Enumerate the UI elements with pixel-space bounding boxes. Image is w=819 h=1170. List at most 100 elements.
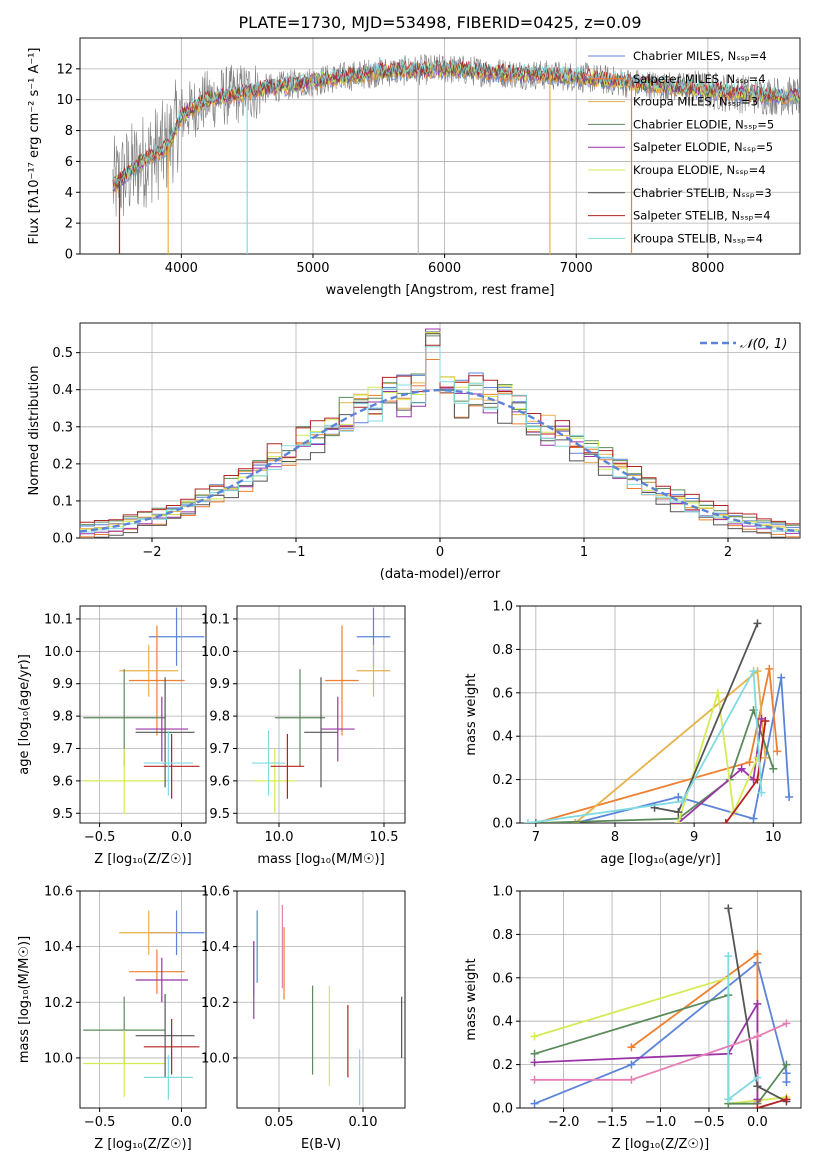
weight-point bbox=[737, 764, 746, 773]
y-tick-label: 10.1 bbox=[44, 612, 73, 627]
plot-area bbox=[251, 607, 391, 814]
y-tick-label: 4 bbox=[65, 186, 73, 201]
y-tick-label: 0.4 bbox=[492, 730, 513, 745]
chart-Z-age: −0.5 0.0 9.5 9.6 9.7 9.8 9.9 10.0 10.1 Z [log₁₀(Z… bbox=[17, 605, 207, 867]
x-tick-label: 0.10 bbox=[349, 1115, 378, 1130]
legend-label: Kroupa ELODIE, Nₛₛₚ=4 bbox=[633, 163, 766, 177]
y-tick-label: 10.2 bbox=[201, 996, 230, 1011]
weight-point bbox=[769, 764, 778, 773]
weight-point bbox=[531, 819, 540, 823]
charts-layer: 4000 5000 6000 7000 8000024681012wavelength … bbox=[17, 37, 802, 1152]
weight-point bbox=[782, 1060, 791, 1069]
x-axis-label: Z [log₁₀(Z/Z☉)] bbox=[94, 852, 191, 867]
weight-line bbox=[534, 1000, 759, 1100]
weight-point bbox=[674, 792, 683, 801]
y-tick-label: 10.1 bbox=[201, 612, 230, 627]
weight-point bbox=[749, 814, 758, 823]
y-tick-label: 0.5 bbox=[52, 346, 73, 361]
model-spectrum bbox=[112, 59, 800, 188]
legend-label: Salpeter MILES, Nₛₛₚ=4 bbox=[633, 72, 766, 86]
y-axis-label: Flux [fλ10⁻¹⁷ erg cm⁻² s⁻¹ A⁻¹] bbox=[27, 48, 42, 245]
weight-point bbox=[530, 1049, 539, 1058]
axes-frame bbox=[519, 605, 802, 824]
weight-point bbox=[757, 788, 766, 797]
y-tick-label: 9.9 bbox=[52, 677, 73, 692]
figure-title: PLATE=1730, MJD=53498, FIBERID=0425, z=0… bbox=[238, 13, 641, 32]
y-tick-label: 0.8 bbox=[492, 928, 513, 943]
x-tick-label: −2.0 bbox=[548, 1115, 580, 1130]
weight-point bbox=[530, 1032, 539, 1041]
weight-point bbox=[773, 747, 782, 756]
chart-Z-weight: −2.0 −1.5 −1.0 −0.5 0.0 0.0 0.2 0.4 0.6 0.8 1.0 Z [… bbox=[464, 885, 802, 1152]
weight-point bbox=[745, 758, 754, 767]
chart-residuals: −2 −1 0 1 2 0.0 0.1 0.2 0.3 0.4 0.5 𝒩(0, 1) (data-mo… bbox=[27, 322, 801, 582]
weight-point bbox=[782, 1095, 791, 1104]
y-axis-label: mass [log₁₀(M/M☉)] bbox=[17, 936, 32, 1063]
weight-line bbox=[677, 692, 759, 823]
weight-line bbox=[677, 718, 763, 823]
chart-mass-age: 10.0 10.5 9.5 9.6 9.7 9.8 9.9 10.0 10.1 mass [log… bbox=[201, 605, 406, 867]
y-tick-label: 0.2 bbox=[492, 773, 513, 788]
axes-frame bbox=[79, 37, 801, 255]
weight-point bbox=[753, 1082, 762, 1091]
plot-area bbox=[112, 53, 800, 254]
chart-Z-mass: −0.5 0.0 10.0 10.2 10.4 10.6 Z [log₁₀(Z/Z☉)] ma… bbox=[17, 885, 207, 1152]
y-tick-label: 9.6 bbox=[209, 774, 230, 789]
x-tick-label: 0.0 bbox=[171, 1115, 192, 1130]
y-tick-label: 0.6 bbox=[492, 686, 513, 701]
axes-frame bbox=[236, 605, 406, 824]
y-tick-label: 9.9 bbox=[209, 677, 230, 692]
x-axis-label: Z [log₁₀(Z/Z☉)] bbox=[612, 1137, 709, 1152]
x-tick-label: −1.0 bbox=[645, 1115, 677, 1130]
x-tick-label: 0.05 bbox=[265, 1115, 294, 1130]
y-tick-label: 1.0 bbox=[492, 885, 513, 900]
legend-label: Salpeter ELODIE, Nₛₛₚ=5 bbox=[633, 140, 773, 154]
weight-point bbox=[571, 819, 580, 823]
y-tick-label: 0.6 bbox=[492, 971, 513, 986]
weight-line bbox=[534, 1022, 787, 1081]
weight-point bbox=[674, 808, 683, 817]
weight-point bbox=[530, 1099, 539, 1108]
x-tick-label: 10.5 bbox=[370, 830, 399, 845]
y-tick-label: 0.4 bbox=[492, 1015, 513, 1030]
x-tick-label: 0.0 bbox=[171, 830, 192, 845]
legend-label: Kroupa MILES, Nₛₛₚ=3 bbox=[633, 95, 758, 109]
histogram bbox=[80, 346, 800, 533]
x-tick-label: −0.5 bbox=[84, 830, 116, 845]
y-tick-label: 0.3 bbox=[52, 420, 73, 435]
y-axis-label: age [log₁₀(age/yr)] bbox=[17, 654, 32, 775]
y-tick-label: 2 bbox=[65, 217, 73, 232]
weight-point bbox=[627, 1075, 636, 1084]
y-tick-label: 0.2 bbox=[52, 457, 73, 472]
weight-point bbox=[627, 1060, 636, 1069]
y-tick-label: 10.0 bbox=[201, 1051, 230, 1066]
y-tick-label: 9.5 bbox=[209, 807, 230, 822]
y-tick-label: 8 bbox=[65, 124, 73, 139]
y-tick-label: 6 bbox=[65, 155, 73, 170]
x-tick-label: −1.5 bbox=[596, 1115, 628, 1130]
weight-point bbox=[785, 792, 794, 801]
weight-point bbox=[724, 1095, 733, 1104]
weight-point bbox=[530, 1075, 539, 1084]
x-tick-label: −1 bbox=[286, 545, 305, 560]
y-tick-label: 0.8 bbox=[492, 643, 513, 658]
x-tick-label: −0.5 bbox=[693, 1115, 725, 1130]
chart-spectrum: 4000 5000 6000 7000 8000 0 2 4 6 8 10 12 wavelength … bbox=[27, 37, 801, 298]
weight-point bbox=[724, 952, 733, 961]
x-tick-label: 5000 bbox=[296, 261, 329, 276]
weight-point bbox=[724, 904, 733, 913]
chart-age-weight: 7 8 9 10 0.0 0.2 0.4 0.6 0.8 1.0 age [log₁₀(age/yr… bbox=[464, 600, 802, 867]
plot-area bbox=[80, 328, 800, 538]
x-tick-label: 10 bbox=[765, 830, 782, 845]
y-axis-label: Normed distribution bbox=[27, 366, 42, 496]
plot-area bbox=[83, 910, 205, 1100]
plot-area bbox=[523, 619, 794, 823]
x-tick-label: −0.5 bbox=[84, 1115, 116, 1130]
weight-point bbox=[782, 1077, 791, 1086]
axes-frame bbox=[79, 890, 207, 1109]
weight-point bbox=[678, 797, 687, 806]
weight-line bbox=[654, 623, 759, 814]
x-tick-label: 7 bbox=[532, 830, 540, 845]
plot-area bbox=[253, 904, 403, 1106]
